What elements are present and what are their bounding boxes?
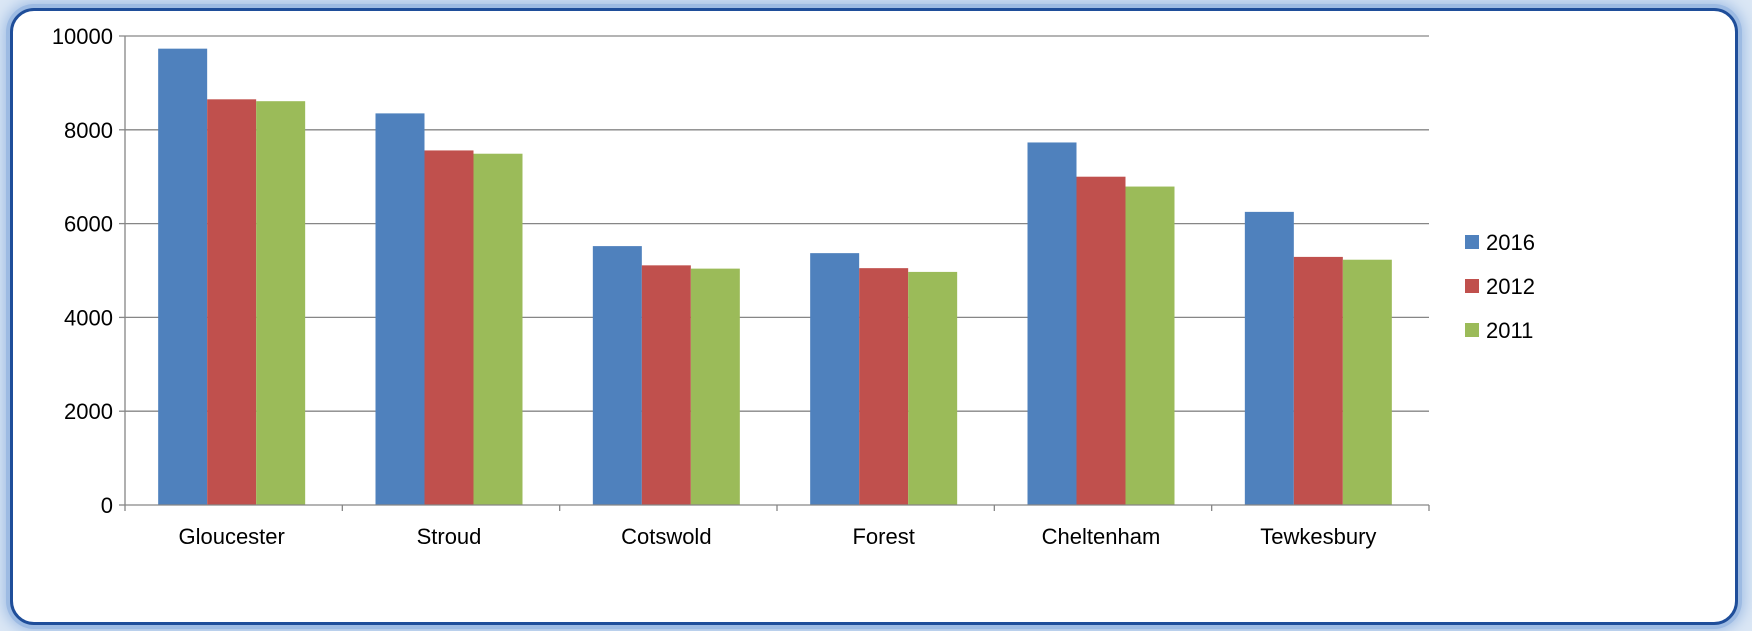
bar-2016-stroud [375, 113, 425, 505]
y-tick-label: 0 [101, 493, 113, 518]
legend-label-2011: 2011 [1486, 318, 1533, 343]
bar-2016-cheltenham [1027, 142, 1077, 505]
legend: 2016 2012 2011 [1465, 230, 1535, 343]
legend-label-2016: 2016 [1486, 230, 1535, 255]
bar-2011-tewkesbury [1342, 259, 1392, 505]
x-category-label: Gloucester [178, 524, 284, 549]
bar-2011-forest [908, 271, 958, 505]
legend-label-2012: 2012 [1486, 274, 1535, 299]
x-category-label: Tewkesbury [1260, 524, 1376, 549]
bar-2012-cheltenham [1076, 176, 1126, 505]
axes [119, 35, 1430, 511]
bar-2016-forest [810, 253, 860, 505]
y-tick-label: 10000 [52, 24, 113, 49]
y-tick-label: 8000 [64, 118, 113, 143]
y-tick-label: 4000 [64, 305, 113, 330]
chart-frame: 0 2000 4000 6000 8000 10000 Gloucester Stroud C… [10, 8, 1738, 625]
bar-2012-stroud [424, 150, 474, 505]
bar-2011-cotswold [690, 268, 740, 505]
legend-swatch-2011 [1465, 323, 1479, 337]
x-category-label: Cotswold [621, 524, 711, 549]
bar-2012-tewkesbury [1293, 256, 1343, 505]
x-category-label: Forest [852, 524, 914, 549]
legend-swatch-2012 [1465, 279, 1479, 293]
bar-2016-cotswold [592, 246, 642, 505]
gridlines [125, 35, 1429, 412]
bar-2012-forest [859, 268, 909, 505]
x-category-label: Cheltenham [1042, 524, 1161, 549]
y-axis-tick-labels: 0 2000 4000 6000 8000 10000 [52, 24, 113, 518]
x-category-label: Stroud [417, 524, 482, 549]
bar-2016-gloucester [158, 48, 208, 506]
bar-2016-tewkesbury [1244, 211, 1294, 505]
y-tick-label: 2000 [64, 399, 113, 424]
bar-2011-gloucester [256, 101, 306, 505]
bars [158, 48, 1392, 506]
bar-2012-cotswold [641, 265, 691, 505]
x-axis-category-labels: Gloucester Stroud Cotswold Forest Cheltenham… [178, 524, 1376, 549]
legend-swatch-2016 [1465, 235, 1479, 249]
y-tick-label: 6000 [64, 212, 113, 237]
bar-2011-cheltenham [1125, 186, 1175, 505]
bar-chart: 0 2000 4000 6000 8000 10000 Gloucester Stroud C… [52, 24, 1535, 549]
bar-2011-stroud [473, 153, 523, 505]
bar-2012-gloucester [207, 99, 257, 505]
